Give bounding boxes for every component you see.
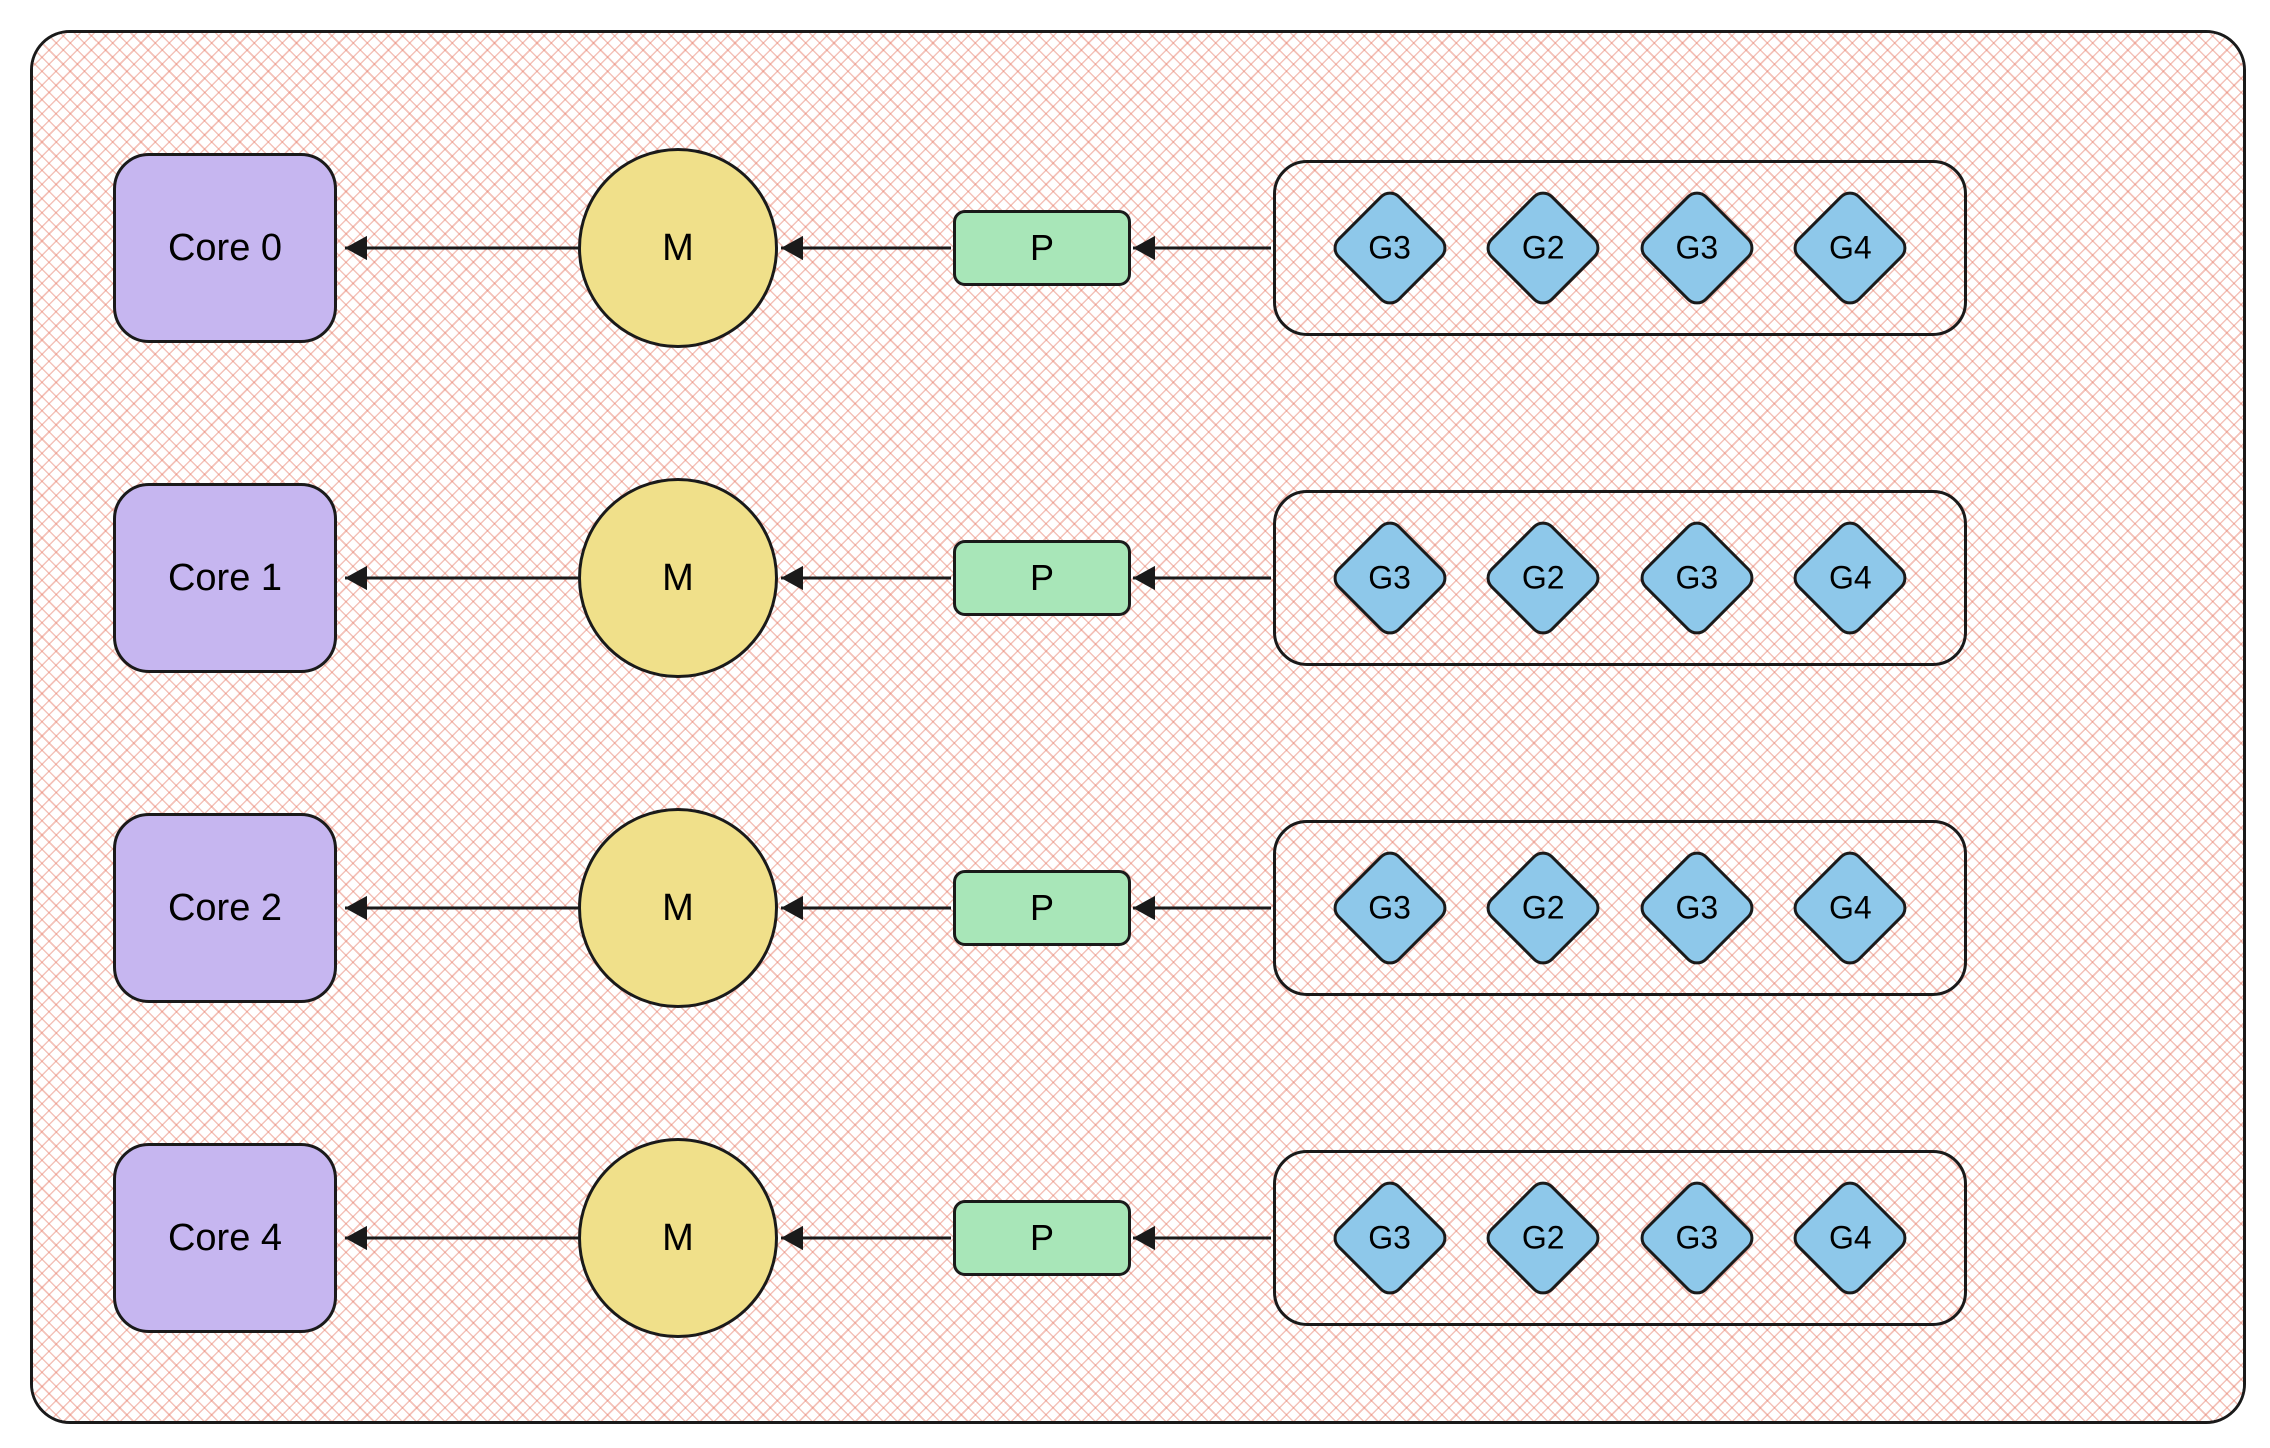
goroutine-queue: G3 G2 G3 G4 — [1273, 160, 1967, 336]
goroutine-label: G3 — [1675, 1220, 1718, 1257]
goroutine-node: G3 — [1330, 1178, 1450, 1298]
scheduler-row: Core 0 M P G3 G2 G3 G4 — [33, 123, 2243, 373]
goroutine-node: G3 — [1330, 518, 1450, 638]
diagram-container: Core 0 M P G3 G2 G3 G4 Core 1 M P G3 G2 G3 G4 Core 2 M P… — [30, 30, 2246, 1424]
m-node: M — [578, 1138, 778, 1338]
arrow — [759, 886, 973, 930]
core-node: Core 0 — [113, 153, 337, 343]
goroutine-node: G2 — [1483, 1178, 1603, 1298]
p-node: P — [953, 870, 1131, 946]
goroutine-queue: G3 G2 G3 G4 — [1273, 490, 1967, 666]
scheduler-row: Core 1 M P G3 G2 G3 G4 — [33, 453, 2243, 703]
goroutine-node: G3 — [1637, 518, 1757, 638]
arrow — [759, 556, 973, 600]
goroutine-label: G3 — [1368, 560, 1411, 597]
core-node: Core 2 — [113, 813, 337, 1003]
goroutine-label: G4 — [1829, 890, 1872, 927]
goroutine-label: G2 — [1522, 890, 1565, 927]
goroutine-node: G4 — [1790, 1178, 1910, 1298]
p-node: P — [953, 210, 1131, 286]
goroutine-label: G2 — [1522, 1220, 1565, 1257]
goroutine-label: G3 — [1675, 230, 1718, 267]
goroutine-node: G4 — [1790, 518, 1910, 638]
core-node: Core 1 — [113, 483, 337, 673]
goroutine-node: G4 — [1790, 848, 1910, 968]
goroutine-label: G4 — [1829, 230, 1872, 267]
goroutine-node: G3 — [1637, 848, 1757, 968]
goroutine-node: G3 — [1330, 188, 1450, 308]
goroutine-node: G2 — [1483, 518, 1603, 638]
arrow — [1111, 556, 1293, 600]
goroutine-label: G3 — [1675, 560, 1718, 597]
m-node: M — [578, 148, 778, 348]
goroutine-label: G2 — [1522, 230, 1565, 267]
arrow — [759, 1216, 973, 1260]
goroutine-node: G3 — [1637, 188, 1757, 308]
goroutine-queue: G3 G2 G3 G4 — [1273, 1150, 1967, 1326]
goroutine-node: G2 — [1483, 188, 1603, 308]
goroutine-node: G3 — [1637, 1178, 1757, 1298]
goroutine-label: G4 — [1829, 1220, 1872, 1257]
scheduler-row: Core 4 M P G3 G2 G3 G4 — [33, 1113, 2243, 1363]
p-node: P — [953, 540, 1131, 616]
arrow — [1111, 226, 1293, 270]
arrow — [323, 886, 600, 930]
p-node: P — [953, 1200, 1131, 1276]
goroutine-label: G2 — [1522, 560, 1565, 597]
scheduler-row: Core 2 M P G3 G2 G3 G4 — [33, 783, 2243, 1033]
arrow — [323, 556, 600, 600]
goroutine-label: G3 — [1368, 890, 1411, 927]
arrow — [1111, 886, 1293, 930]
m-node: M — [578, 808, 778, 1008]
arrow — [759, 226, 973, 270]
goroutine-label: G3 — [1368, 1220, 1411, 1257]
arrow — [323, 226, 600, 270]
goroutine-node: G2 — [1483, 848, 1603, 968]
goroutine-queue: G3 G2 G3 G4 — [1273, 820, 1967, 996]
goroutine-node: G3 — [1330, 848, 1450, 968]
m-node: M — [578, 478, 778, 678]
arrow — [323, 1216, 600, 1260]
goroutine-node: G4 — [1790, 188, 1910, 308]
goroutine-label: G3 — [1675, 890, 1718, 927]
goroutine-label: G4 — [1829, 560, 1872, 597]
goroutine-label: G3 — [1368, 230, 1411, 267]
arrow — [1111, 1216, 1293, 1260]
core-node: Core 4 — [113, 1143, 337, 1333]
